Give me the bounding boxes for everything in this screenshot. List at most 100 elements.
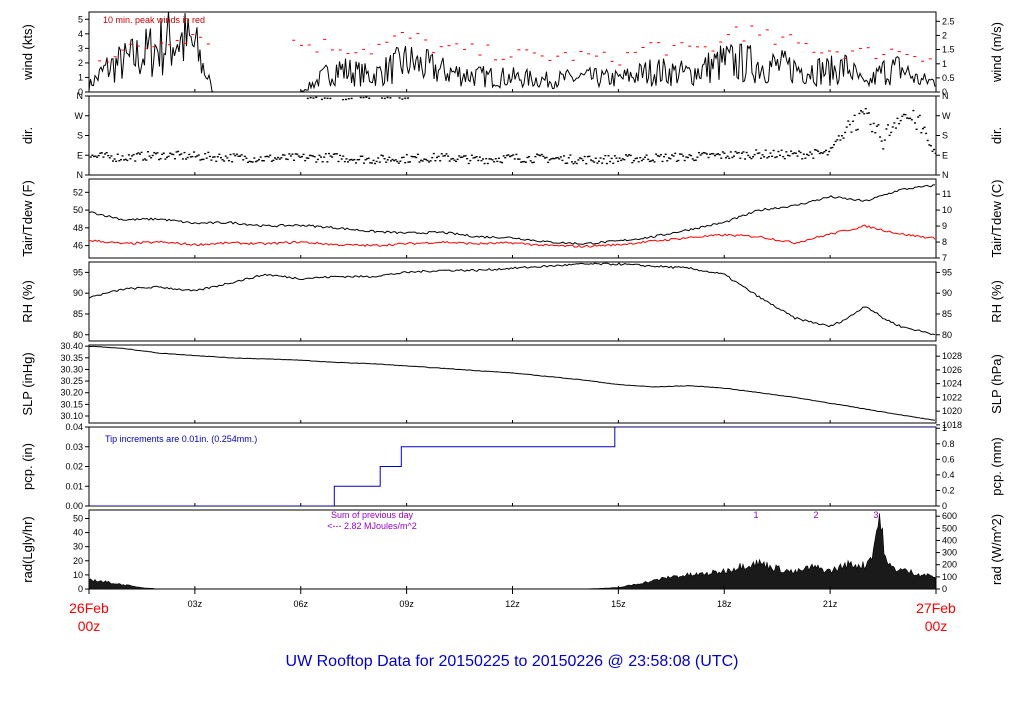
radiation-marker: 2	[814, 510, 819, 520]
rad-ytick-right-label: 500	[942, 523, 957, 533]
x-tick-label: 03z	[188, 599, 203, 609]
pcp-ytick-right-label: 0	[942, 501, 947, 511]
radiation-area	[89, 513, 936, 589]
rad-ytick-left-label: 50	[73, 513, 83, 523]
wind-ylabel-left: wind (kts)	[20, 24, 35, 81]
slp-ytick-left-label: 30.30	[60, 364, 83, 374]
dir-ytick-left-label: N	[77, 91, 84, 101]
x-tick-label: 06z	[293, 599, 308, 609]
pcp-ytick-right-label: 0.2	[942, 485, 955, 495]
radiation-annotation-line2: <--- 2.82 MJoules/m^2	[327, 521, 417, 531]
slp-ytick-left-label: 30.35	[60, 353, 83, 363]
wind-ytick-left-label: 3	[78, 43, 83, 53]
slp-ylabel-left: SLP (inHg)	[20, 352, 35, 415]
wind-series-line	[89, 12, 936, 92]
pcp-ytick-left-label: 0.00	[65, 501, 83, 511]
slp-ytick-right-label: 1028	[942, 351, 962, 361]
radiation-marker: 3	[873, 510, 878, 520]
dir-ytick-left-label: W	[75, 111, 84, 121]
rad-ytick-right-label: 600	[942, 511, 957, 521]
rh-ytick-right-label: 85	[942, 309, 952, 319]
rh-ytick-left-label: 85	[73, 309, 83, 319]
slp-ytick-left-label: 30.15	[60, 399, 83, 409]
temp-plot-area	[89, 184, 936, 248]
x-tick-label: 12z	[505, 599, 520, 609]
wind-ytick-left-label: 5	[78, 14, 83, 24]
rad-ylabel-right: rad (W/m^2)	[989, 514, 1004, 585]
x-tick-label: 09z	[399, 599, 414, 609]
temp-ytick-left-label: 50	[73, 205, 83, 215]
chart-title: UW Rooftop Data for 20150225 to 20150226…	[286, 653, 739, 670]
pcp-plot-area	[89, 427, 936, 506]
pcp-ytick-right-label: 0.8	[942, 439, 955, 449]
rh-plot-area	[89, 262, 936, 336]
temp-ytick-right-label: 7	[942, 253, 947, 263]
precip-step-line	[89, 427, 936, 506]
slp-ytick-right-label: 1018	[942, 420, 962, 430]
rh-ytick-right-label: 90	[942, 288, 952, 298]
radiation-annotation-line1: Sum of previous day	[331, 510, 414, 520]
rh-series-rh	[89, 262, 936, 336]
temp-series-tdew	[89, 224, 936, 248]
wind-ytick-left-label: 2	[78, 58, 83, 68]
wind-ytick-left-label: 1	[78, 72, 83, 82]
rad-ytick-right-label: 100	[942, 572, 957, 582]
rad-ytick-right-label: 300	[942, 548, 957, 558]
dir-ytick-left-label: N	[77, 170, 84, 180]
dir-frame	[88, 95, 937, 176]
temp-series-tair	[89, 184, 935, 245]
rad-ytick-right-label: 200	[942, 560, 957, 570]
temp-ytick-left-label: 52	[73, 187, 83, 197]
rad-ytick-left-label: 0	[78, 584, 83, 594]
slp-ytick-right-label: 1020	[942, 406, 962, 416]
dir-plot-area	[89, 96, 936, 165]
wind-plot-area	[89, 12, 936, 92]
wind-ytick-right-label: 0	[942, 87, 947, 97]
dir-ytick-right-label: E	[942, 150, 948, 160]
wind-panel: 0 1 2 3 4 5 0 0.5 1 1.5 2 2.5 wind (kts) wind (m/s) 10…	[20, 11, 1004, 97]
wind-ytick-right-label: 0.5	[942, 73, 955, 83]
wind-ytick-right-label: 2	[942, 30, 947, 40]
dir-ytick-right-label: W	[942, 111, 951, 121]
temp-ytick-left-label: 48	[73, 223, 83, 233]
rh-ylabel-right: RH (%)	[989, 280, 1004, 323]
rh-ytick-left-label: 80	[73, 330, 83, 340]
rh-ytick-left-label: 95	[73, 267, 83, 277]
pcp-ylabel-right: pcp. (mm)	[989, 437, 1004, 496]
rh-ytick-left-label: 90	[73, 288, 83, 298]
slp-ytick-left-label: 30.40	[60, 341, 83, 351]
rad-ytick-right-label: 0	[942, 584, 947, 594]
pcp-ytick-left-label: 0.04	[65, 422, 83, 432]
wind-ylabel-right: wind (m/s)	[989, 22, 1004, 83]
dir-ytick-left-label: E	[77, 150, 83, 160]
slp-ytick-right-label: 1026	[942, 365, 962, 375]
radiation-marker: 1	[754, 510, 759, 520]
pcp-ytick-right-label: 0.4	[942, 470, 955, 480]
x-tick-label: 18z	[717, 599, 732, 609]
wind-ytick-left-label: 4	[78, 29, 83, 39]
pcp-ytick-left-label: 0.01	[65, 481, 83, 491]
dir-ytick-left-label: S	[77, 131, 83, 141]
rad-panel: 010203040500100200300400500600rad(Lgly/h…	[20, 509, 1004, 594]
pcp-ytick-left-label: 0.02	[65, 462, 83, 472]
rh-ytick-right-label: 80	[942, 330, 952, 340]
dir-ytick-right-label: N	[942, 91, 949, 101]
temp-ytick-right-label: 8	[942, 237, 947, 247]
x-end-time: 00z	[925, 618, 948, 634]
temp-ytick-right-label: 11	[942, 189, 951, 199]
rh-panel: 80 85 90 95 80 85 90 95 RH (%) RH (%)	[20, 261, 1004, 342]
rad-plot-area	[89, 513, 936, 589]
rh-ytick-right-label: 95	[942, 267, 952, 277]
rh-ylabel-left: RH (%)	[20, 280, 35, 323]
temp-ytick-right-label: 10	[942, 205, 952, 215]
pcp-panel: 0.00 0.01 0.02 0.03 0.04 0 0.2 0.4 0.6 0.8 1 pcp. (…	[20, 422, 1004, 511]
temp-ylabel-left: Tair/Tdew (F)	[20, 180, 35, 257]
x-start-time: 00z	[78, 618, 101, 634]
pcp-ytick-right-label: 1	[942, 423, 947, 433]
x-end-date: 27Feb	[916, 600, 956, 616]
rad-ytick-left-label: 30	[73, 542, 83, 552]
wind-frame	[88, 11, 937, 93]
